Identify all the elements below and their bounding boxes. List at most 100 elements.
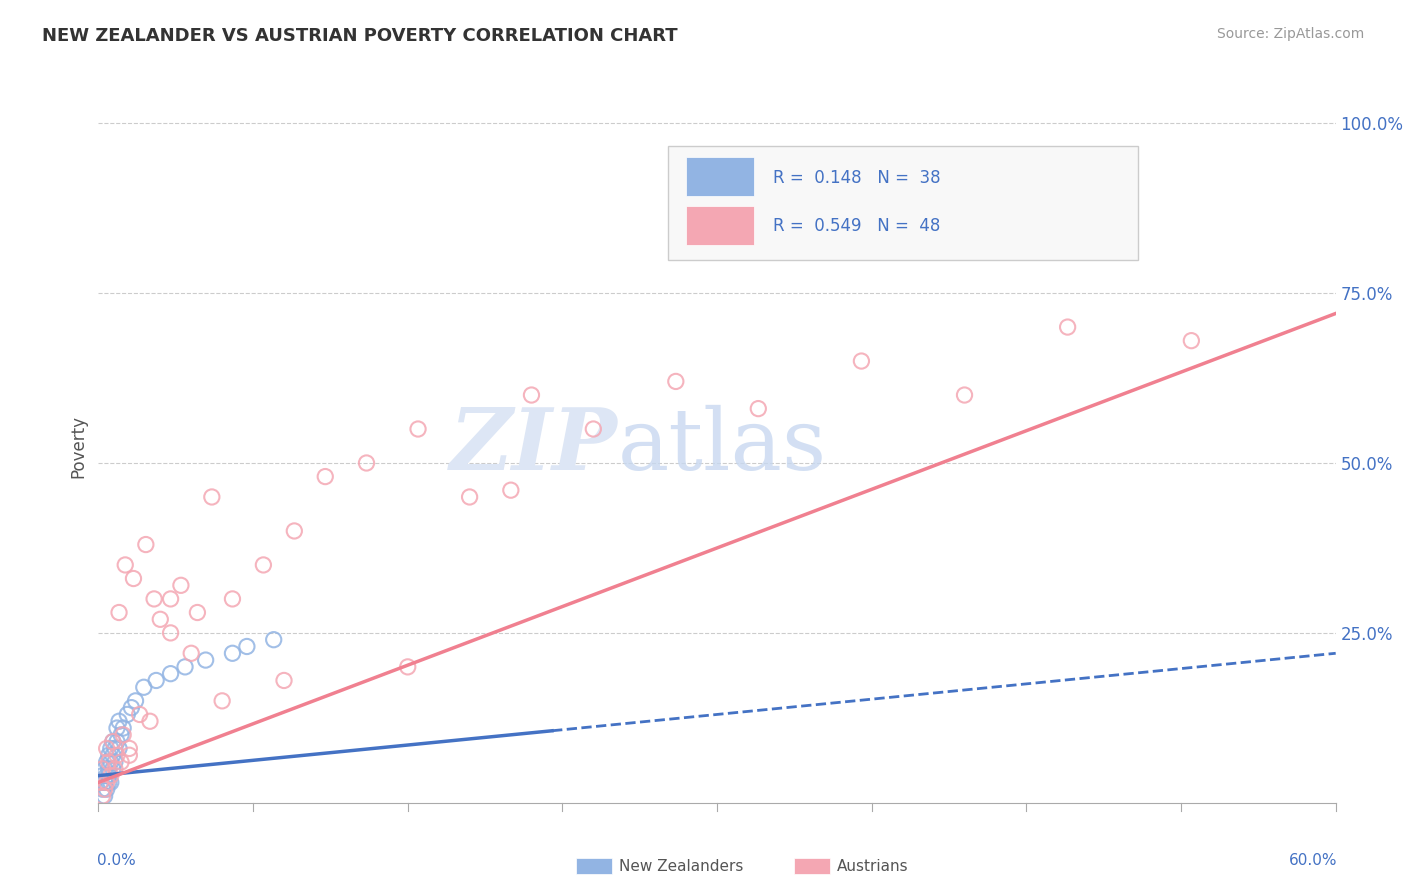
Point — [283, 524, 305, 538]
Point — [953, 388, 976, 402]
Point — [520, 388, 543, 402]
Point — [174, 660, 197, 674]
Point — [110, 755, 132, 769]
Point — [236, 640, 259, 654]
Point — [105, 748, 128, 763]
Point — [314, 469, 336, 483]
Point — [108, 606, 131, 620]
Point — [406, 422, 429, 436]
Text: NEW ZEALANDER VS AUSTRIAN POVERTY CORRELATION CHART: NEW ZEALANDER VS AUSTRIAN POVERTY CORREL… — [42, 27, 678, 45]
Point — [89, 775, 111, 789]
Point — [96, 755, 118, 769]
Point — [159, 666, 181, 681]
Point — [93, 789, 115, 803]
Point — [132, 680, 155, 694]
Point — [112, 728, 135, 742]
Text: R =  0.148   N =  38: R = 0.148 N = 38 — [773, 169, 941, 187]
Point — [97, 748, 120, 763]
Point — [100, 769, 122, 783]
Point — [93, 775, 115, 789]
Point — [108, 714, 131, 729]
Point — [104, 755, 127, 769]
Bar — [686, 205, 754, 244]
Point — [499, 483, 522, 498]
Point — [101, 762, 124, 776]
Point — [101, 734, 124, 748]
Text: 0.0%: 0.0% — [97, 853, 136, 868]
Point — [263, 632, 285, 647]
Point — [1056, 320, 1078, 334]
Point — [211, 694, 233, 708]
Point — [118, 748, 141, 763]
Point — [110, 728, 132, 742]
Point — [252, 558, 274, 572]
Point — [221, 646, 243, 660]
Point — [851, 354, 873, 368]
Point — [93, 762, 115, 776]
Point — [458, 490, 481, 504]
Point — [221, 591, 243, 606]
Point — [122, 572, 145, 586]
Point — [128, 707, 150, 722]
Point — [91, 789, 114, 803]
Text: atlas: atlas — [619, 404, 827, 488]
Point — [582, 422, 605, 436]
Point — [1180, 334, 1202, 348]
Point — [170, 578, 193, 592]
Point — [747, 401, 769, 416]
Point — [93, 782, 115, 797]
Text: Source: ZipAtlas.com: Source: ZipAtlas.com — [1216, 27, 1364, 41]
Point — [159, 626, 181, 640]
Point — [96, 775, 118, 789]
Point — [135, 537, 157, 551]
Point — [91, 769, 114, 783]
Point — [97, 769, 120, 783]
Bar — [686, 157, 754, 196]
Point — [201, 490, 224, 504]
Point — [118, 741, 141, 756]
Point — [104, 762, 127, 776]
Point — [100, 755, 122, 769]
Point — [97, 762, 120, 776]
Point — [139, 714, 162, 729]
Text: Austrians: Austrians — [837, 859, 908, 873]
Point — [396, 660, 419, 674]
Point — [114, 558, 136, 572]
Point — [97, 755, 120, 769]
Point — [100, 775, 122, 789]
Point — [100, 741, 122, 756]
Point — [180, 646, 202, 660]
Text: 60.0%: 60.0% — [1288, 853, 1337, 868]
Point — [159, 591, 181, 606]
Text: R =  0.549   N =  48: R = 0.549 N = 48 — [773, 218, 941, 235]
Bar — [668, 146, 1137, 260]
Point — [97, 775, 120, 789]
Point — [194, 653, 217, 667]
Point — [112, 721, 135, 735]
Text: ZIP: ZIP — [450, 404, 619, 488]
Point — [149, 612, 172, 626]
Point — [89, 775, 111, 789]
Point — [120, 700, 142, 714]
Point — [96, 782, 118, 797]
Point — [101, 748, 124, 763]
Point — [108, 741, 131, 756]
Point — [143, 591, 166, 606]
Point — [96, 741, 118, 756]
Point — [91, 762, 114, 776]
Point — [665, 375, 688, 389]
Point — [356, 456, 378, 470]
Point — [124, 694, 146, 708]
Point — [104, 741, 127, 756]
Point — [96, 769, 118, 783]
Point — [145, 673, 167, 688]
Point — [105, 734, 128, 748]
Text: New Zealanders: New Zealanders — [619, 859, 742, 873]
Point — [117, 707, 139, 722]
Point — [105, 721, 128, 735]
Point — [91, 782, 114, 797]
Point — [186, 606, 208, 620]
Point — [273, 673, 295, 688]
Point — [101, 734, 124, 748]
Y-axis label: Poverty: Poverty — [69, 415, 87, 477]
